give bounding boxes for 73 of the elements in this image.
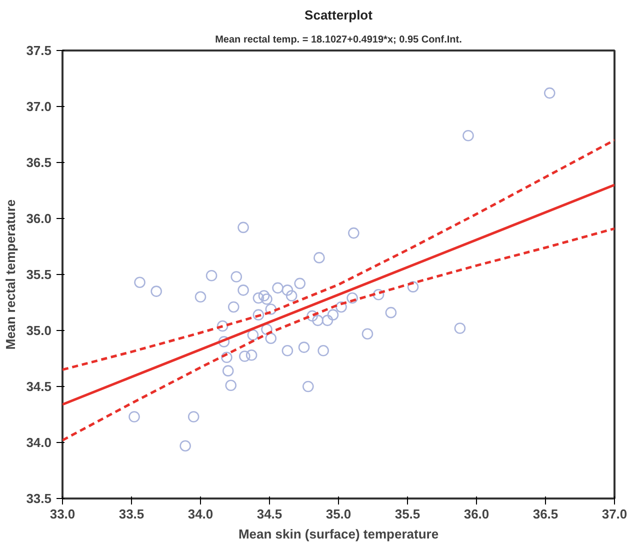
point [228,301,240,313]
point [286,290,298,302]
point [306,310,318,322]
line-series [62,227,614,442]
point [225,380,237,392]
point [134,276,146,288]
y-tick-label: 34.0 [26,435,52,450]
point [261,294,272,305]
point [222,365,234,376]
y-tick-label: 35.5 [26,267,52,282]
y-tick-label: 35.0 [26,323,52,338]
point [265,332,277,344]
point [247,329,259,341]
point [230,271,242,282]
x-tick-label: 36.5 [532,506,558,522]
point [246,350,258,361]
x-axis-title: Mean skin (surface) temperature [238,526,439,542]
x-tick-label: 35.0 [326,506,352,522]
x-tick-label: 35.5 [394,506,420,522]
point [327,309,339,320]
y-tick-label: 34.5 [26,379,52,394]
point [188,411,200,422]
point [194,291,206,303]
x-tick-label: 34.5 [256,506,282,522]
point [238,222,249,234]
point [348,227,360,239]
point [314,252,325,264]
chart-subtitle: Mean rectal temp. = 18.1027+0.4919*x; 0.95 Conf.Int. [215,34,462,46]
x-tick-label: 34.0 [188,506,214,522]
point [238,284,249,296]
point [362,328,374,340]
point [318,345,329,356]
line-series [62,138,614,371]
point [128,411,140,422]
point [454,322,466,334]
point [346,292,358,304]
point [252,292,264,304]
point [294,278,306,290]
chart-title: Scatterplot [304,8,374,22]
x-tick-label: 33.5 [118,506,144,522]
y-tick-label: 37.5 [26,43,52,58]
x-tick-label: 37.0 [602,506,628,522]
point [252,309,264,320]
y-axis-title: Mean rectal temperature [3,199,18,350]
point [544,87,556,99]
y-tick-label: 33.5 [26,491,52,506]
point [239,350,250,362]
x-tick-label: 33.0 [50,506,76,522]
y-tick-label: 37.0 [26,99,52,114]
point [206,270,218,282]
y-tick-label: 36.0 [26,211,52,226]
point [272,282,284,294]
point [336,301,347,313]
point [302,380,314,392]
point [258,290,270,302]
point [385,306,397,318]
point [407,281,419,292]
point [218,336,230,348]
point [462,130,474,142]
point [216,320,228,332]
point [150,286,162,297]
y-tick-label: 36.5 [26,155,52,170]
point [322,314,334,326]
point [372,289,384,300]
point [221,352,232,364]
point [282,345,294,356]
x-tick-label: 36.0 [464,506,490,522]
point [312,314,324,326]
point [298,342,310,353]
point [282,284,294,296]
point [180,440,191,452]
point [261,324,272,336]
point [265,304,277,315]
